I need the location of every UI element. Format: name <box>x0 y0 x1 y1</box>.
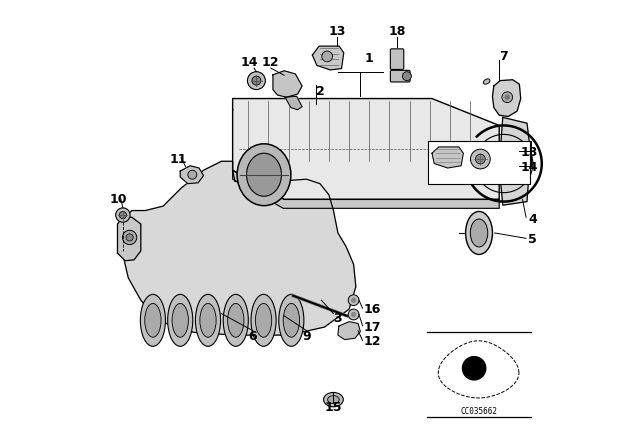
Circle shape <box>116 208 130 222</box>
Text: 13: 13 <box>328 25 346 38</box>
Circle shape <box>248 72 266 90</box>
Text: 12: 12 <box>364 335 381 348</box>
Ellipse shape <box>140 294 166 346</box>
Ellipse shape <box>251 294 276 346</box>
Text: 10: 10 <box>109 193 127 206</box>
Circle shape <box>188 170 197 179</box>
Polygon shape <box>122 161 356 335</box>
FancyBboxPatch shape <box>390 70 410 82</box>
Circle shape <box>463 357 486 380</box>
Ellipse shape <box>200 303 216 337</box>
Text: 15: 15 <box>324 401 342 414</box>
Circle shape <box>504 95 510 100</box>
Polygon shape <box>338 322 360 340</box>
Ellipse shape <box>324 392 343 407</box>
Ellipse shape <box>246 153 282 196</box>
Text: 4: 4 <box>529 213 537 226</box>
Text: 13: 13 <box>521 146 538 159</box>
Ellipse shape <box>279 294 304 346</box>
Circle shape <box>122 230 137 245</box>
Circle shape <box>348 295 359 306</box>
Ellipse shape <box>328 396 339 404</box>
Text: 18: 18 <box>388 25 406 38</box>
Text: 6: 6 <box>248 329 257 343</box>
Polygon shape <box>233 99 499 199</box>
Polygon shape <box>118 217 141 261</box>
Text: 14: 14 <box>241 56 259 69</box>
Text: 7: 7 <box>499 49 508 63</box>
Text: CC035662: CC035662 <box>460 407 497 416</box>
Polygon shape <box>273 71 302 97</box>
Polygon shape <box>233 170 499 208</box>
Polygon shape <box>180 166 204 184</box>
Text: 5: 5 <box>529 233 537 246</box>
Polygon shape <box>499 117 531 205</box>
Text: 16: 16 <box>364 302 381 316</box>
Bar <box>428 141 530 184</box>
Ellipse shape <box>470 219 488 247</box>
Ellipse shape <box>228 303 244 337</box>
Circle shape <box>252 76 261 85</box>
Text: 17: 17 <box>364 320 381 334</box>
Ellipse shape <box>145 303 161 337</box>
Ellipse shape <box>172 303 188 337</box>
Ellipse shape <box>195 294 221 346</box>
Text: 2: 2 <box>316 85 324 99</box>
Text: 12: 12 <box>262 56 280 69</box>
Ellipse shape <box>255 303 272 337</box>
Ellipse shape <box>283 303 300 337</box>
Text: 14: 14 <box>521 161 538 174</box>
Polygon shape <box>432 147 463 168</box>
Circle shape <box>351 297 356 303</box>
Ellipse shape <box>223 294 248 346</box>
Circle shape <box>351 312 356 317</box>
Circle shape <box>119 211 127 219</box>
Text: 11: 11 <box>170 152 188 166</box>
Ellipse shape <box>168 294 193 346</box>
Polygon shape <box>493 80 521 116</box>
Circle shape <box>470 149 490 169</box>
Circle shape <box>476 154 485 164</box>
Circle shape <box>403 72 412 81</box>
Ellipse shape <box>237 144 291 206</box>
Ellipse shape <box>466 211 493 254</box>
Circle shape <box>126 234 133 241</box>
Circle shape <box>322 51 333 62</box>
Circle shape <box>348 309 359 320</box>
Polygon shape <box>312 46 344 70</box>
Ellipse shape <box>483 79 490 84</box>
FancyBboxPatch shape <box>390 49 404 69</box>
Text: 1: 1 <box>365 52 374 65</box>
Circle shape <box>502 92 513 103</box>
Polygon shape <box>285 96 302 110</box>
Text: 3: 3 <box>333 311 342 325</box>
Text: 9: 9 <box>302 329 311 343</box>
